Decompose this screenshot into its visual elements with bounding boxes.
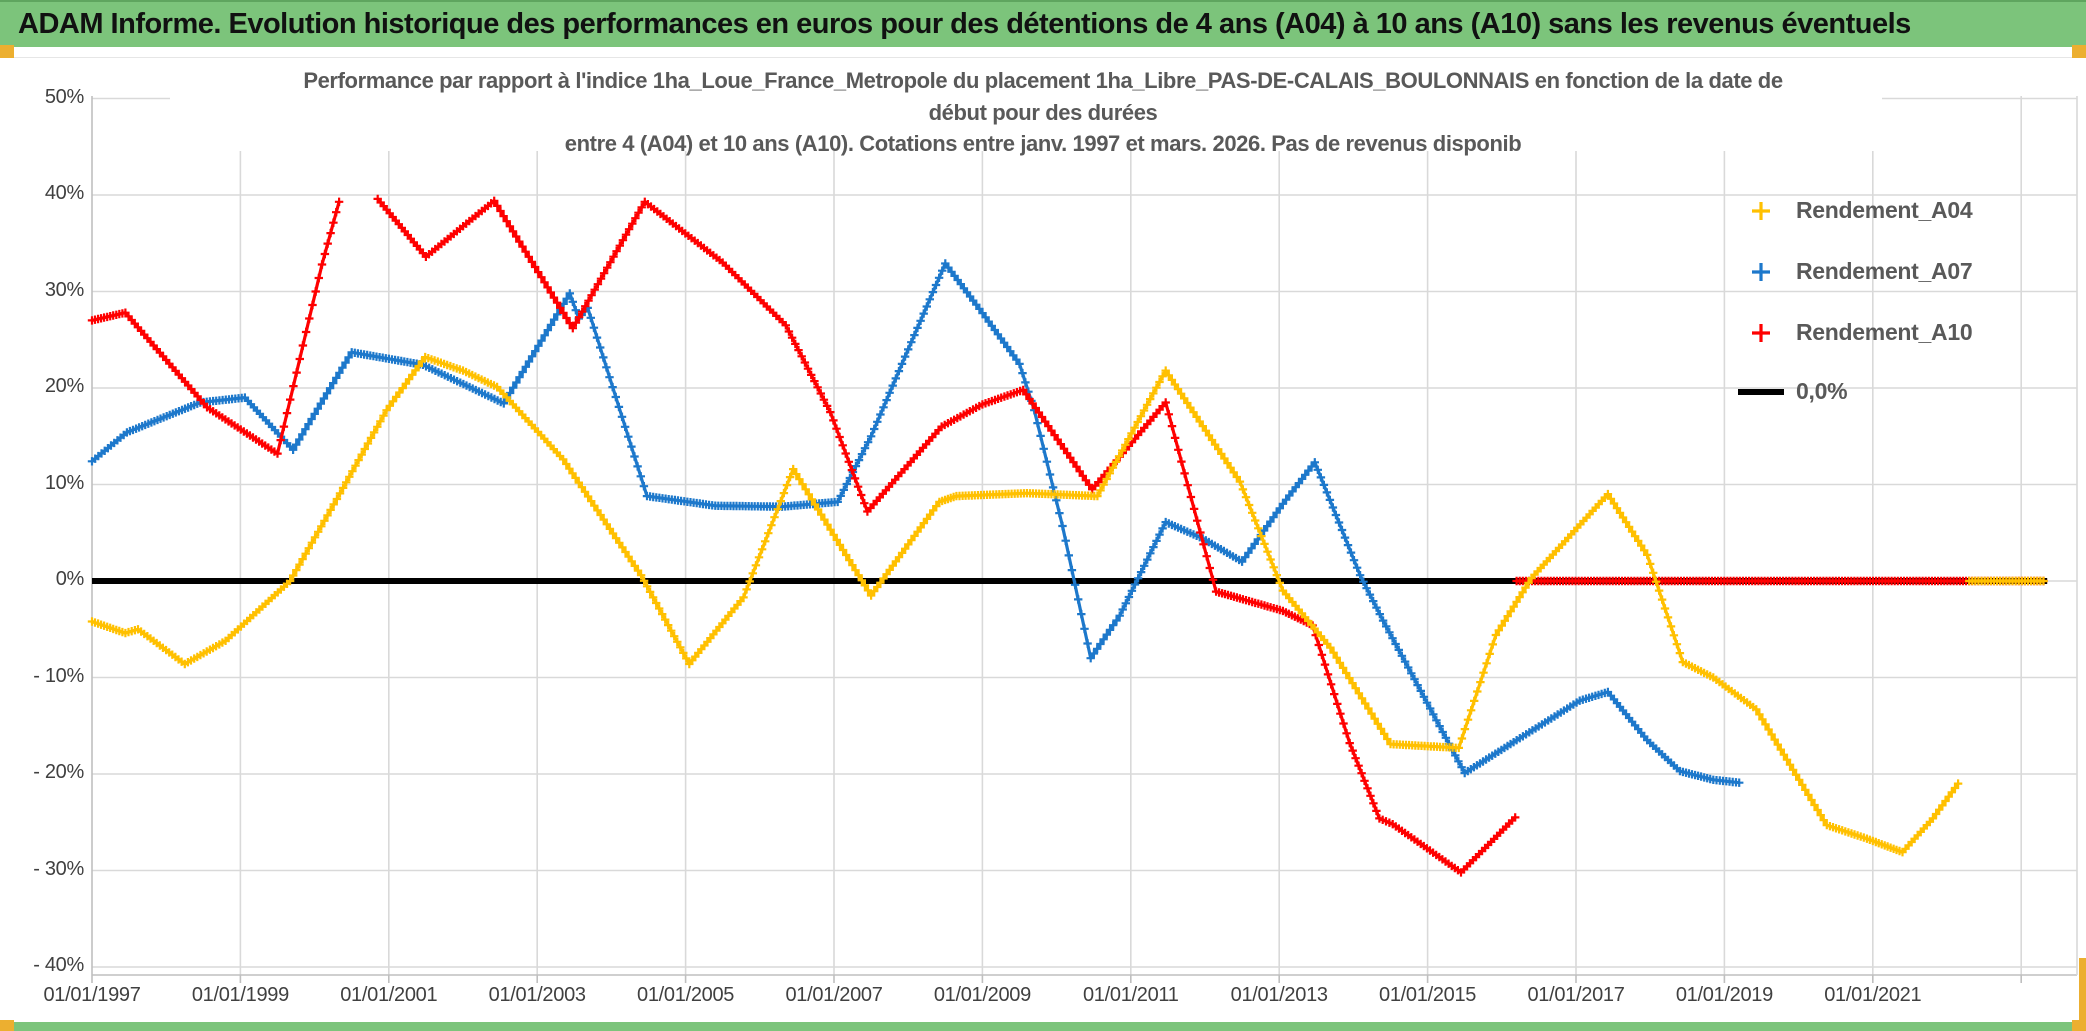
legend-plus-marker-icon: [1738, 198, 1784, 224]
legend-plus-marker-icon: [1738, 259, 1784, 285]
x-axis-label: 01/01/1997: [43, 984, 141, 1006]
y-axis-label: - 40%: [27, 954, 84, 976]
y-axis-label: - 30%: [27, 857, 84, 880]
footer-bar: [0, 1022, 2086, 1031]
gold-accent-top-right: [2072, 45, 2086, 58]
legend-item-rendement-a07: Rendement_A07: [1738, 258, 1973, 285]
chart-title-line-1: Performance par rapport à l'indice 1ha_L…: [303, 68, 1783, 93]
x-axis-label: 01/01/2011: [1082, 984, 1179, 1006]
legend-label: Rendement_A04: [1796, 197, 1973, 223]
gold-accent-bottom-right: [2072, 1020, 2086, 1031]
header-title: ADAM Informe. Evolution historique des p…: [18, 8, 1911, 40]
series-markers-rendement-a10: [87, 197, 344, 458]
gold-accent-right-edge: [2079, 958, 2086, 1024]
legend-item-rendement-a10: Rendement_A10: [1738, 319, 1973, 346]
legend-item-rendement-a04: Rendement_A04: [1738, 197, 1973, 224]
x-axis-label: 01/01/2005: [637, 984, 735, 1006]
y-axis-label: 0%: [55, 568, 85, 590]
legend-item-0-0-: 0,0%: [1738, 378, 1848, 405]
legend-label: Rendement_A07: [1796, 258, 1973, 284]
x-axis-label: 01/01/2017: [1527, 984, 1625, 1006]
x-axis-label: 01/01/2021: [1824, 984, 1922, 1006]
chart-title-line-2: début pour des durées: [928, 100, 1158, 125]
series-markers-rendement-a10: [373, 194, 1520, 877]
title-backing: [170, 59, 1882, 151]
legend-label: Rendement_A10: [1796, 319, 1973, 345]
x-axis-label: 01/01/2019: [1675, 984, 1773, 1006]
legend-line-swatch: [1738, 388, 1784, 395]
x-axis-label: 01/01/2009: [933, 984, 1031, 1006]
x-axis-label: 01/01/1999: [191, 984, 289, 1006]
x-axis-label: 01/01/2007: [785, 984, 883, 1006]
legend-plus-marker-icon: [1738, 320, 1784, 346]
series-line-rendement-a07: [90, 261, 1740, 785]
series-markers-rendement-a04: [1965, 576, 2048, 586]
x-axis-label: 01/01/2013: [1230, 984, 1328, 1006]
header-banner: ADAM Informe. Evolution historique des p…: [0, 0, 2086, 47]
header-divider: [0, 57, 2086, 58]
x-axis-label: 01/01/2001: [340, 984, 438, 1006]
chart-title-line-3: entre 4 (A04) et 10 ans (A10). Cotations…: [564, 131, 1522, 156]
series-markers-rendement-a04: [87, 352, 1963, 857]
y-axis-label: - 10%: [27, 664, 84, 687]
y-axis-label: 50%: [44, 85, 84, 108]
legend-label: 0,0%: [1796, 378, 1848, 404]
x-axis-label: 01/01/2015: [1379, 984, 1477, 1006]
x-axis-label: 01/01/2003: [488, 984, 586, 1006]
y-axis-label: - 20%: [27, 761, 84, 783]
series-markers-rendement-a07: [87, 259, 1744, 787]
y-axis-label: 20%: [44, 375, 84, 397]
gold-accent-top-left: [0, 45, 14, 58]
y-axis-label: 10%: [44, 471, 84, 494]
y-axis-label: 30%: [44, 278, 84, 301]
gold-accent-bottom-left: [0, 1020, 14, 1031]
y-axis-label: 40%: [44, 182, 84, 204]
